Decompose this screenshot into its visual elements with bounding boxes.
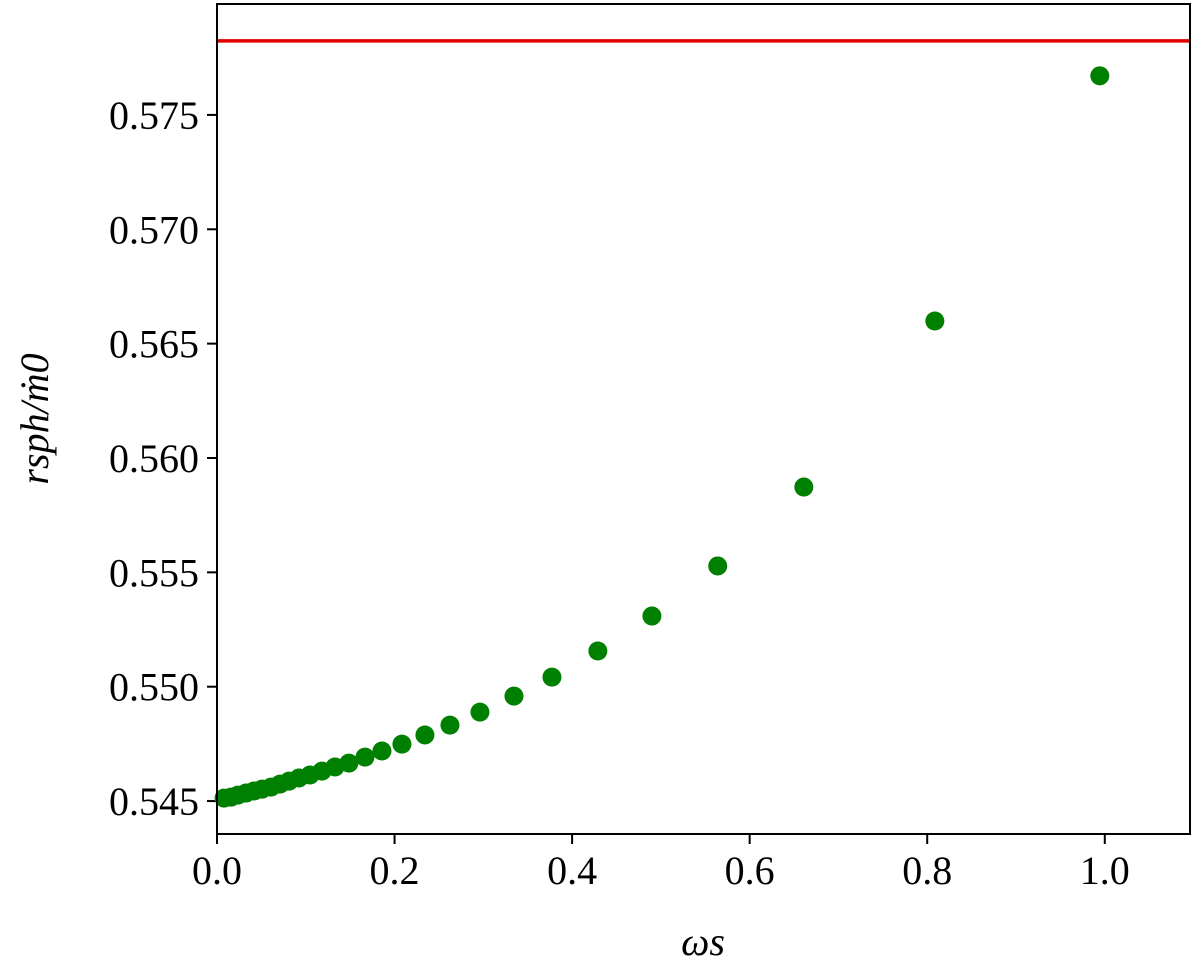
point bbox=[504, 686, 524, 706]
plot-frame bbox=[216, 3, 1191, 835]
x-tick-label: 0.4 bbox=[547, 848, 597, 893]
y-axis-label: rsph/ṁ0 bbox=[12, 353, 57, 484]
point bbox=[588, 641, 608, 661]
point bbox=[415, 725, 435, 745]
point bbox=[392, 734, 412, 754]
point bbox=[372, 741, 392, 761]
point bbox=[440, 715, 460, 735]
y-tick-label: 0.570 bbox=[109, 207, 199, 252]
y-tick-label: 0.555 bbox=[109, 550, 199, 595]
point bbox=[925, 311, 945, 331]
y-tick-label: 0.560 bbox=[109, 436, 199, 481]
y-tick-label: 0.575 bbox=[109, 93, 199, 138]
point bbox=[642, 606, 662, 626]
x-tick-label: 0.8 bbox=[902, 848, 952, 893]
y-tick-label: 0.550 bbox=[109, 665, 199, 710]
y-tick-label: 0.545 bbox=[109, 779, 199, 824]
point bbox=[542, 667, 562, 687]
point bbox=[470, 702, 490, 722]
point bbox=[708, 556, 728, 576]
x-tick-label: 1.0 bbox=[1080, 848, 1130, 893]
point bbox=[339, 753, 359, 773]
x-axis-label: ωs bbox=[681, 919, 725, 964]
point bbox=[1090, 66, 1110, 86]
y-tick-label: 0.565 bbox=[109, 322, 199, 367]
x-tick-label: 0.0 bbox=[192, 848, 242, 893]
point bbox=[355, 747, 375, 767]
point bbox=[794, 477, 814, 497]
x-tick-label: 0.6 bbox=[725, 848, 775, 893]
x-tick-label: 0.2 bbox=[370, 848, 420, 893]
